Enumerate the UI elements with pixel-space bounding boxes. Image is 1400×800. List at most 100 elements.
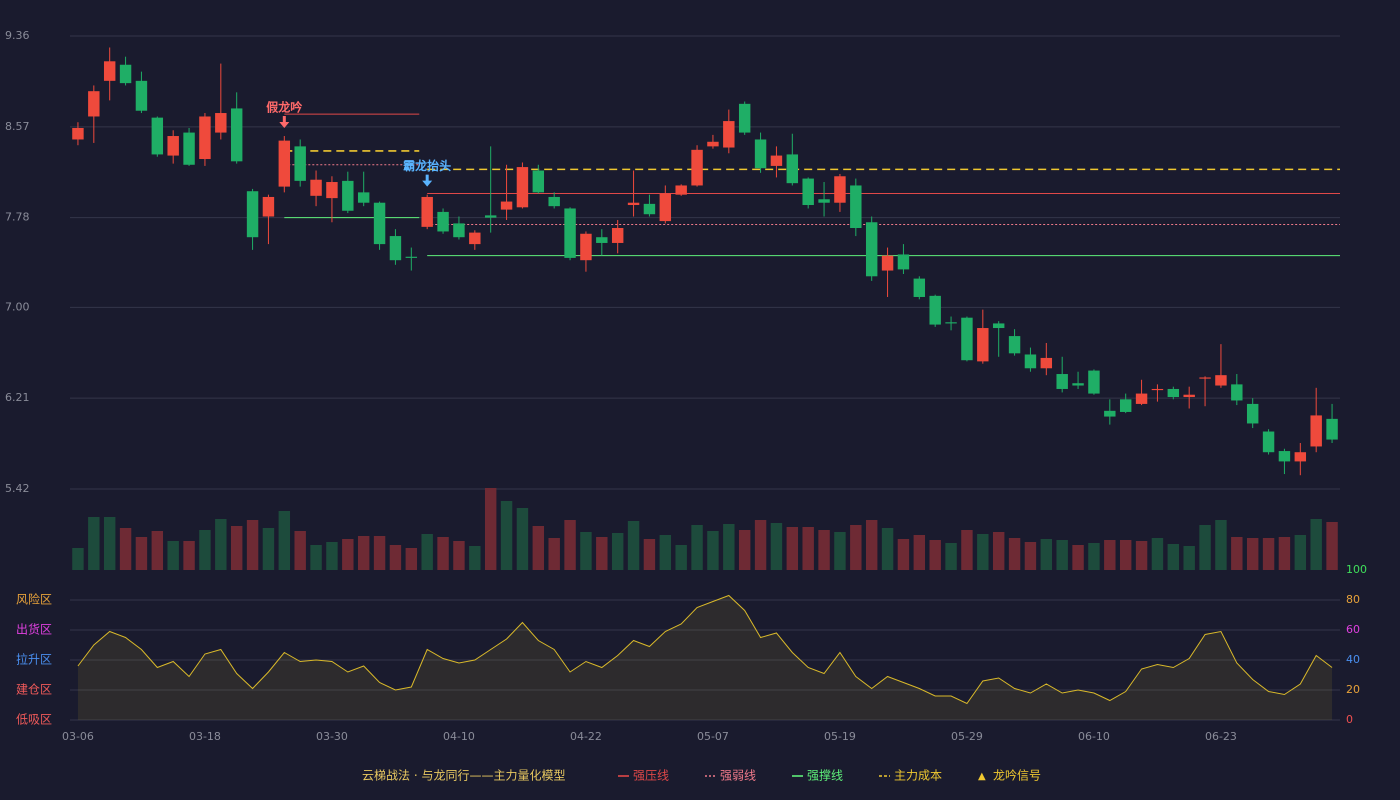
legend-symbol: ▲: [978, 771, 986, 782]
volume-bar: [707, 531, 719, 570]
candle-body: [802, 178, 814, 206]
signal-label: 假龙吟: [266, 100, 302, 115]
volume-bar: [929, 540, 941, 570]
candle-body: [1183, 394, 1195, 398]
candle-body: [373, 202, 386, 245]
volume-bar: [1231, 537, 1243, 570]
volume-bar: [754, 520, 767, 570]
legend-label: 龙吟信号: [993, 768, 1041, 783]
volume-bar: [659, 535, 672, 570]
x-tick-label: 05-19: [824, 730, 856, 743]
osc-area: [77, 595, 1333, 720]
candle-body: [151, 117, 164, 155]
osc-tick-label: 80: [1346, 593, 1360, 606]
volume-bar: [1326, 522, 1338, 570]
volume-bar: [1056, 540, 1068, 570]
volume-bar: [484, 488, 497, 570]
candle-body: [326, 182, 338, 199]
volume-bar: [1199, 525, 1211, 570]
volume-bar: [564, 520, 576, 570]
legend-label: 强弱线: [720, 769, 756, 783]
volume-bar: [230, 526, 243, 570]
candle-body: [1167, 388, 1180, 398]
volume-bar: [1167, 544, 1180, 570]
volume-bar: [119, 528, 132, 570]
volume-bar: [1104, 540, 1116, 570]
volume-bar: [500, 501, 513, 570]
y-tick-label: 7.78: [5, 211, 30, 224]
volume-bar: [786, 527, 799, 570]
volume-bar: [389, 545, 402, 570]
x-tick-label: 06-23: [1205, 730, 1237, 743]
candle-body: [754, 139, 767, 169]
volume-bar: [342, 539, 354, 570]
volume-bar: [691, 525, 703, 570]
volume-bar: [865, 520, 878, 570]
x-tick-label: 04-22: [570, 730, 602, 743]
x-tick-label: 05-29: [951, 730, 983, 743]
zone-label: 低吸区: [16, 713, 52, 727]
candle-body: [659, 193, 672, 222]
candle-body: [1119, 399, 1132, 412]
volume-bar: [1135, 541, 1148, 570]
volume-bar: [945, 543, 957, 570]
zone-label: 风险区: [16, 592, 52, 607]
candle-body: [119, 64, 132, 84]
osc-tick-label: 0: [1346, 713, 1353, 726]
volume-bar: [977, 534, 989, 570]
volume-bar: [72, 548, 84, 570]
volume-bar: [246, 520, 259, 570]
candle-body: [1262, 431, 1275, 453]
candle-body: [183, 132, 195, 165]
zone-label: 拉升区: [16, 652, 52, 667]
candle-body: [215, 113, 227, 133]
volume-bar: [596, 537, 608, 570]
candle-body: [834, 176, 846, 203]
volume-bar: [405, 548, 418, 570]
candle-body: [1199, 377, 1211, 379]
candle-body: [278, 140, 291, 187]
signal-arrow: [422, 174, 433, 187]
volume-bar: [437, 537, 449, 570]
volume-bar: [1151, 538, 1164, 570]
candle-body: [262, 196, 275, 217]
candle-body: [389, 236, 402, 261]
volume-bar: [580, 532, 592, 570]
candle-body: [643, 203, 656, 215]
candle-body: [88, 91, 100, 117]
candle-body: [72, 127, 84, 140]
volume-bar: [167, 541, 179, 570]
candle-body: [1326, 418, 1338, 440]
volume-bar: [770, 523, 783, 570]
volume-bar: [611, 533, 624, 570]
volume-bar: [310, 545, 322, 570]
osc-tick-label: 20: [1346, 683, 1360, 696]
candle-body: [992, 323, 1005, 329]
x-tick-label: 05-07: [697, 730, 729, 743]
volume-bar: [675, 545, 687, 570]
candle-body: [977, 328, 989, 362]
volume-bar: [818, 530, 830, 570]
volume-bar: [88, 517, 100, 570]
volume-bar: [1119, 540, 1132, 570]
legend-label: 主力成本: [894, 769, 942, 783]
volume-bar: [469, 546, 481, 570]
candle-body: [199, 116, 211, 160]
volume-bar: [897, 539, 910, 570]
candle-body: [1056, 374, 1068, 389]
volume-bar: [548, 538, 560, 570]
candle-body: [1294, 452, 1307, 462]
volume-bar: [992, 532, 1005, 570]
candle-body: [405, 256, 418, 258]
volume-bar: [151, 531, 164, 570]
legend-label: 强压线: [633, 769, 669, 783]
osc-tick-label: 40: [1346, 653, 1360, 666]
candle-body: [1024, 354, 1037, 369]
volume-bar: [1262, 538, 1275, 570]
x-tick-label: 03-06: [62, 730, 94, 743]
candle-body: [310, 179, 322, 196]
candle-body: [342, 180, 354, 211]
osc-tick-label: 100: [1346, 563, 1367, 576]
volume-bar: [199, 530, 211, 570]
